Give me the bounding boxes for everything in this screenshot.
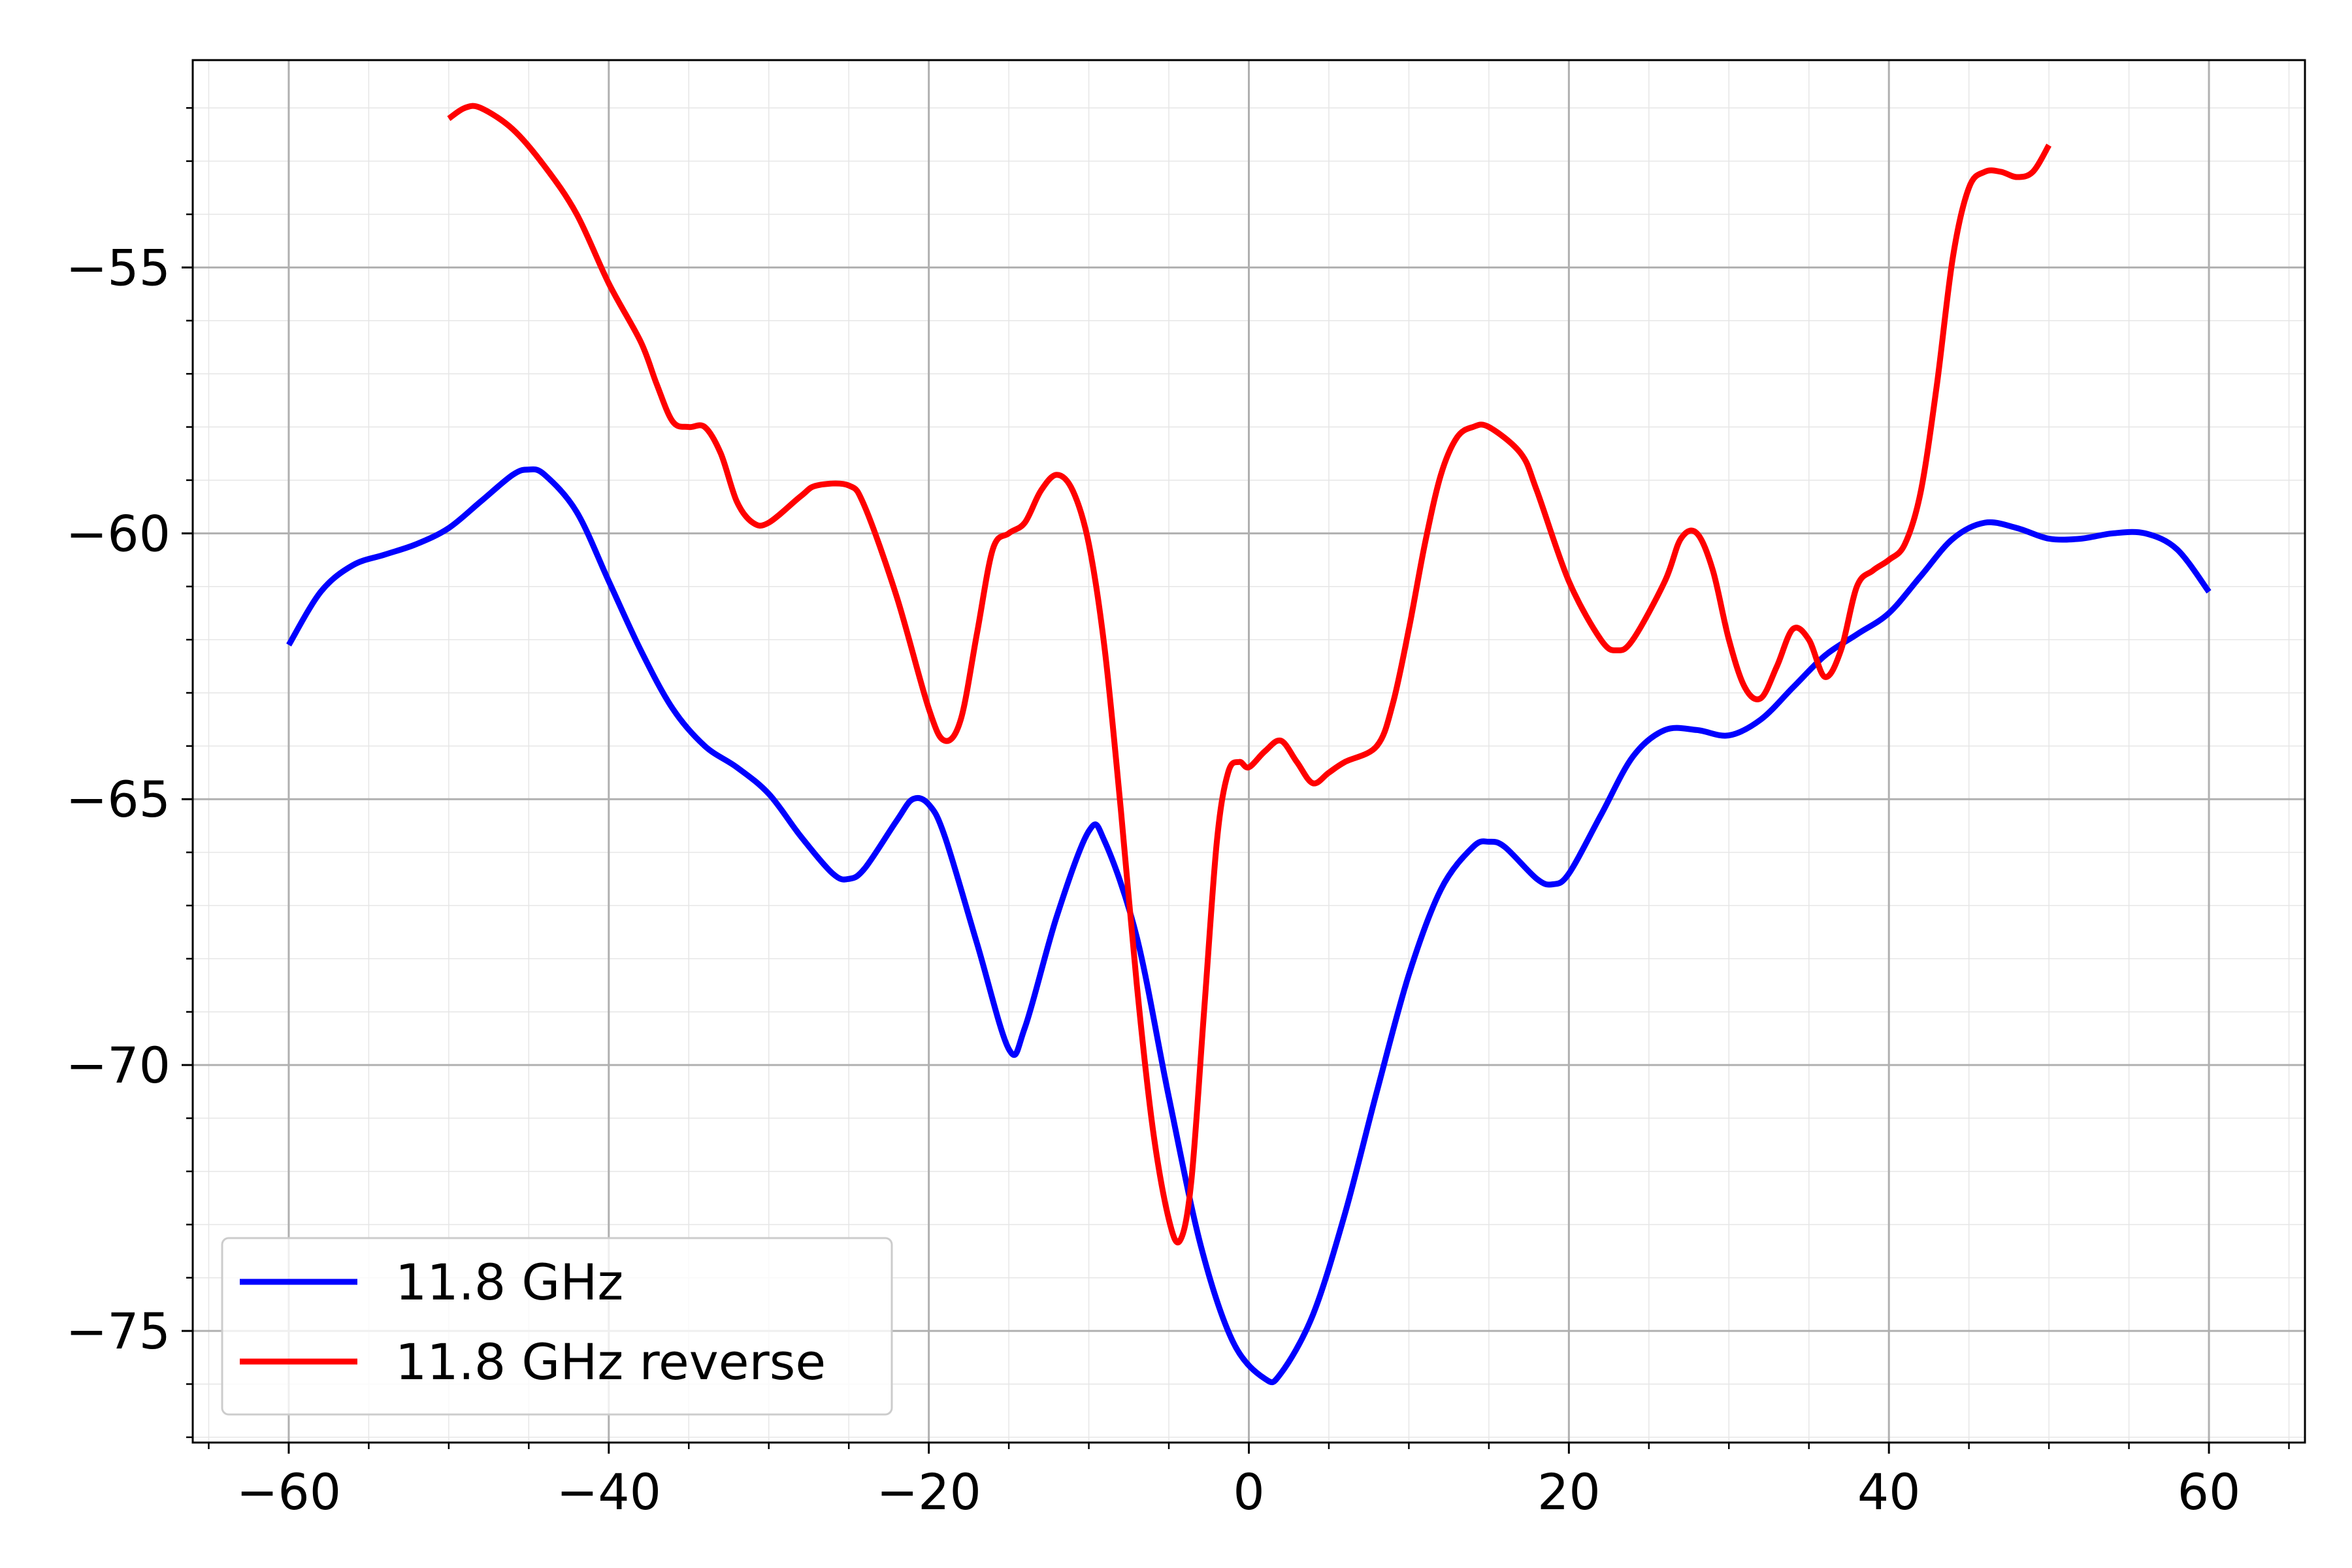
- x-tick-label: −20: [876, 1463, 981, 1521]
- legend: 11.8 GHz 11.8 GHz reverse: [221, 1237, 893, 1416]
- x-tick-label: 40: [1857, 1463, 1921, 1521]
- series-line-11-8-ghz-reverse: [447, 103, 2052, 1246]
- x-tick-label: 0: [1233, 1463, 1264, 1521]
- legend-box: [221, 1237, 893, 1416]
- legend-label: 11.8 GHz reverse: [395, 1333, 826, 1391]
- x-tick-label: 20: [1537, 1463, 1601, 1521]
- y-tick-label: −75: [66, 1302, 171, 1360]
- x-tick-label: −40: [557, 1463, 661, 1521]
- y-tick-label: −60: [66, 504, 171, 563]
- plot-series: [286, 103, 2212, 1386]
- x-tick-label: −60: [237, 1463, 341, 1521]
- y-tick-label: −70: [66, 1036, 171, 1094]
- y-tick-label: −55: [66, 238, 171, 297]
- legend-label: 11.8 GHz: [395, 1253, 623, 1311]
- y-tick-label: −65: [66, 770, 171, 828]
- x-tick-label: 60: [2178, 1463, 2241, 1521]
- axis-ticks: [182, 106, 2290, 1454]
- tick-labels: −60 −40 −20 0 20 40 60 −55 −60 −65 −70 −75: [66, 238, 2241, 1521]
- series-line-11-8-ghz: [286, 466, 2212, 1386]
- major-grid: [193, 60, 2305, 1443]
